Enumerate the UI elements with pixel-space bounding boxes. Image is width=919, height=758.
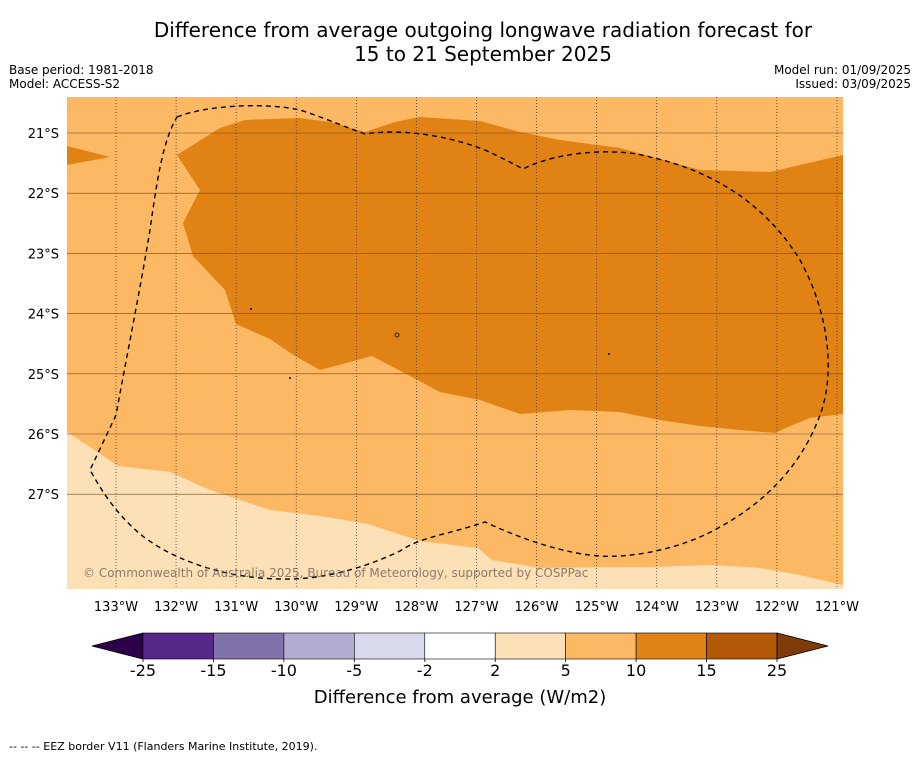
- colorbar-tick-label: -10: [271, 661, 297, 680]
- contour-fill-10-15-wedge: [67, 146, 110, 165]
- longitude-tick-label: 131°W: [214, 600, 258, 615]
- longitude-tick-label: 128°W: [394, 600, 438, 615]
- colorbar-tick-label: 15: [696, 661, 716, 680]
- eez-border: [89, 105, 829, 580]
- eez-footnote: -- -- -- EEZ border V11 (Flanders Marine…: [9, 740, 318, 753]
- latitude-tick-label: 22°S: [28, 187, 59, 202]
- contour-speck: [608, 353, 610, 355]
- latitude-tick-label: 26°S: [28, 428, 59, 443]
- colorbar-tick-label: 25: [767, 661, 787, 680]
- longitude-tick-label: 129°W: [334, 600, 378, 615]
- colorbar-label: Difference from average (W/m2): [314, 687, 606, 708]
- map-plot-area: [67, 97, 843, 589]
- model-label: Model: ACCESS-S2: [9, 77, 121, 91]
- model-run-label: Model run: 01/09/2025: [773, 63, 911, 77]
- longitude-tick-label: 133°W: [94, 600, 138, 615]
- latitude-tick-label: 25°S: [28, 368, 59, 383]
- colorbar-segment: [283, 632, 355, 660]
- colorbar-segment: [213, 632, 285, 660]
- issued-label: Issued: 03/09/2025: [795, 77, 911, 91]
- colorbar-segment: [635, 632, 707, 660]
- contour-speck: [289, 377, 291, 379]
- contour-fill-2-5: [67, 432, 843, 589]
- page-title: Difference from average outgoing longwav…: [153, 18, 813, 66]
- longitude-tick-label: 124°W: [635, 600, 679, 615]
- colorbar-tick-label: 5: [561, 661, 571, 680]
- latitude-tick-label: 27°S: [28, 488, 59, 503]
- colorbar-segment: [142, 632, 214, 660]
- colorbar-tick-label: -5: [346, 661, 362, 680]
- longitude-tick-label: 125°W: [575, 600, 619, 615]
- longitude-tick-label: 123°W: [695, 600, 739, 615]
- longitude-tick-label: 130°W: [274, 600, 318, 615]
- colorbar-tick-label: 10: [626, 661, 646, 680]
- colorbar-extend-high: [776, 632, 829, 660]
- meta-left: Base period: 1981-2018 Model: ACCESS-S2: [9, 63, 154, 91]
- latitude-tick-label: 21°S: [28, 127, 59, 142]
- contour-fill-10-15: [177, 117, 843, 433]
- colorbar: -25 -15 -10 -5 -2 2 5 10 15 25: [91, 632, 829, 680]
- copyright-watermark: © Commonwealth of Australia 2025, Bureau…: [83, 566, 589, 580]
- meta-right: Model run: 01/09/2025 Issued: 03/09/2025: [774, 63, 911, 91]
- colorbar-tick-label: -25: [130, 661, 156, 680]
- colorbar-tick-label: -15: [200, 661, 226, 680]
- latitude-tick-label: 24°S: [28, 308, 59, 323]
- longitude-tick-label: 122°W: [755, 600, 799, 615]
- colorbar-segment: [424, 632, 496, 660]
- longitude-labels: 133°W 132°W 131°W 130°W 129°W 128°W 127°W 126°W…: [94, 600, 859, 615]
- colorbar-segment: [565, 632, 637, 660]
- contour-speck: [394, 332, 400, 338]
- colorbar-tick-label: 2: [490, 661, 500, 680]
- colorbar-extend-low: [91, 632, 144, 660]
- colorbar-tick-label: -2: [417, 661, 433, 680]
- colorbar-segment: [494, 632, 566, 660]
- base-period-label: Base period: 1981-2018: [9, 63, 154, 77]
- colorbar-segment: [706, 632, 778, 660]
- gridlines: [67, 97, 843, 589]
- longitude-tick-label: 126°W: [514, 600, 558, 615]
- longitude-tick-label: 127°W: [454, 600, 498, 615]
- longitude-tick-label: 132°W: [154, 600, 198, 615]
- colorbar-segment: [354, 632, 426, 660]
- latitude-labels: 21°S 22°S 23°S 24°S 25°S 26°S 27°S: [28, 127, 59, 503]
- contour-speck: [250, 308, 252, 310]
- latitude-tick-label: 23°S: [28, 247, 59, 262]
- longitude-tick-label: 121°W: [815, 600, 859, 615]
